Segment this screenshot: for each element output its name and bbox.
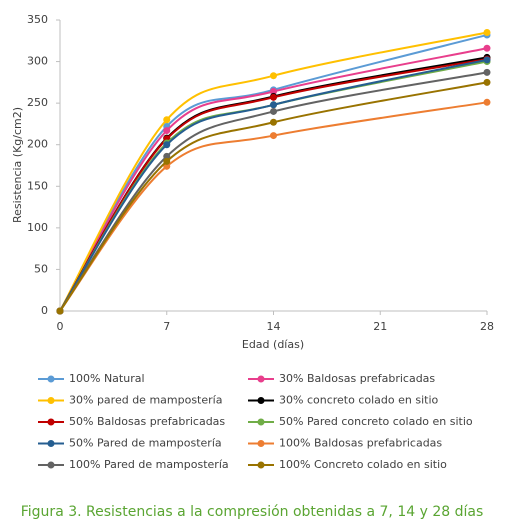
point [163,162,171,170]
x-tick-label: 0 [57,320,64,333]
legend-marker [47,375,55,383]
x-tick-label: 21 [373,320,387,333]
point [270,107,277,115]
y-tick-label: 150 [27,179,48,192]
legend-marker [47,440,55,447]
y-tick-label: 100 [27,221,48,234]
point [270,72,277,80]
legend-label: 50% Pared concreto colado en sitio [279,415,473,428]
legend-label: 30% concreto colado en sitio [279,394,439,407]
y-tick-label: 250 [27,96,48,109]
point [483,28,491,36]
point [270,132,277,140]
legend-marker [47,461,55,469]
legend-marker [47,397,55,404]
caption: Figura 3. Resistencias a la compresión o… [21,504,484,520]
y-tick-label: 350 [27,13,48,26]
point [483,44,491,52]
series-line [59,81,488,312]
legend-label: 50% Baldosas prefabricadas [69,415,225,428]
point [270,93,277,101]
x-tick-label: 7 [163,320,170,333]
y-axis-label: Resistencia (Kg/cm2) [11,107,24,223]
series-line [59,31,488,312]
y-tick-label: 200 [27,138,48,151]
legend-label: 100% Baldosas prefabricadas [279,437,442,450]
x-axis-label: Edad (días) [242,338,304,351]
point [483,68,491,76]
legend-marker [257,418,265,426]
legend-label: 30% pared de mampostería [69,394,222,407]
y-tick-label: 300 [27,55,48,68]
legend-label: 100% Natural [69,372,145,385]
point [163,116,171,124]
legend-label: 50% Pared de mampostería [69,437,222,450]
y-tick-label: 50 [34,262,48,275]
series-line [59,33,488,312]
legend-marker [257,440,265,447]
series-line [59,71,488,312]
legend-label: 100% Concreto colado en sitio [279,458,447,471]
point [56,307,64,315]
y-tick-label: 0 [41,304,48,317]
legend-marker [47,418,55,426]
legend-marker [257,461,265,469]
point [163,127,171,135]
legend-label: 100% Pared de mampostería [69,458,229,471]
x-tick-label: 14 [267,320,281,333]
legend-marker [257,375,265,383]
series-line [59,58,488,312]
point [270,88,277,96]
point [163,152,171,160]
legend-label: 30% Baldosas prefabricadas [279,372,435,385]
point [270,101,277,109]
point [163,157,171,165]
point [483,98,491,106]
point [483,56,491,64]
legend-marker [257,397,265,404]
point [483,78,491,86]
x-tick-label: 28 [480,320,494,333]
series-line [59,47,488,312]
point [163,141,171,149]
point [270,118,277,126]
